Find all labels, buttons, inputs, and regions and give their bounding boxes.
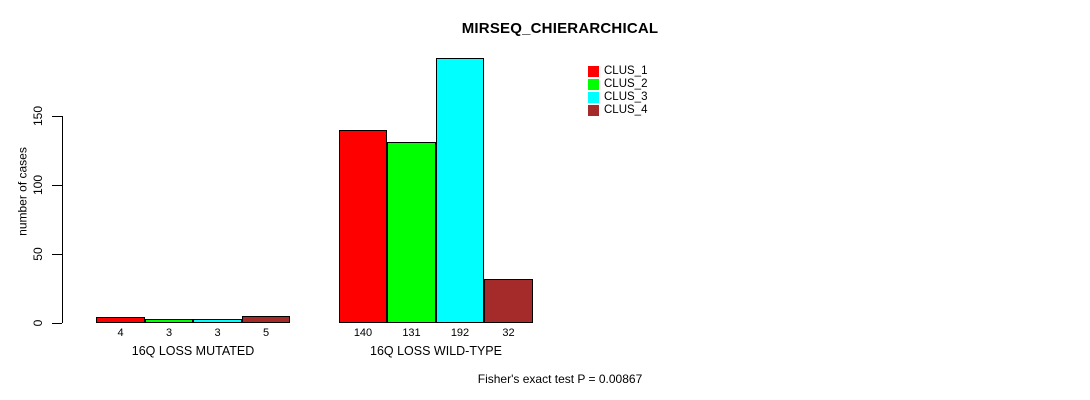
legend-label: CLUS_1	[604, 65, 648, 77]
legend-item-clus_4: CLUS_4	[588, 104, 647, 117]
legend-item-clus_2: CLUS_2	[588, 78, 647, 91]
bar-clus_4-group1	[242, 316, 290, 323]
legend-swatch	[588, 66, 599, 77]
y-axis-tick	[52, 185, 62, 186]
legend-swatch	[588, 92, 599, 103]
legend-label: CLUS_2	[604, 78, 648, 90]
bar-clus_1-group1	[96, 317, 145, 323]
legend-item-clus_1: CLUS_1	[588, 65, 647, 78]
bar-clus_4-group2	[484, 279, 533, 323]
legend-label: CLUS_4	[604, 104, 648, 116]
x-category-label: 16Q LOSS MUTATED	[131, 344, 255, 358]
legend: CLUS_1 CLUS_2 CLUS_3 CLUS_4	[588, 65, 647, 117]
bar-clus_3-group2	[436, 58, 484, 323]
chart-title: MIRSEQ_CHIERARCHICAL	[461, 20, 659, 37]
legend-item-clus_3: CLUS_3	[588, 91, 647, 104]
bar-clus_2-group1	[145, 319, 193, 323]
bar-value-label: 131	[402, 327, 421, 339]
y-axis-tick	[52, 254, 62, 255]
y-axis-tick	[52, 116, 62, 117]
bar-value-label: 3	[214, 327, 221, 339]
bar-value-label: 32	[502, 327, 515, 339]
y-axis-line	[62, 116, 63, 323]
legend-swatch	[588, 79, 599, 90]
bar-clus_3-group1	[193, 319, 242, 323]
y-axis-tick	[52, 323, 62, 324]
bar-value-label: 5	[262, 327, 270, 339]
bar-value-label: 192	[450, 327, 470, 339]
bar-clus_1-group2	[339, 130, 387, 323]
bar-value-label: 4	[117, 327, 124, 339]
bar-value-label: 3	[165, 327, 173, 339]
legend-swatch	[588, 105, 599, 116]
bar-value-label: 140	[353, 327, 373, 339]
bar-clus_2-group2	[387, 142, 436, 323]
fisher-test-annotation: Fisher's exact test P = 0.00867	[477, 372, 643, 386]
x-category-label: 16Q LOSS WILD-TYPE	[370, 344, 502, 358]
legend-label: CLUS_3	[604, 91, 648, 103]
